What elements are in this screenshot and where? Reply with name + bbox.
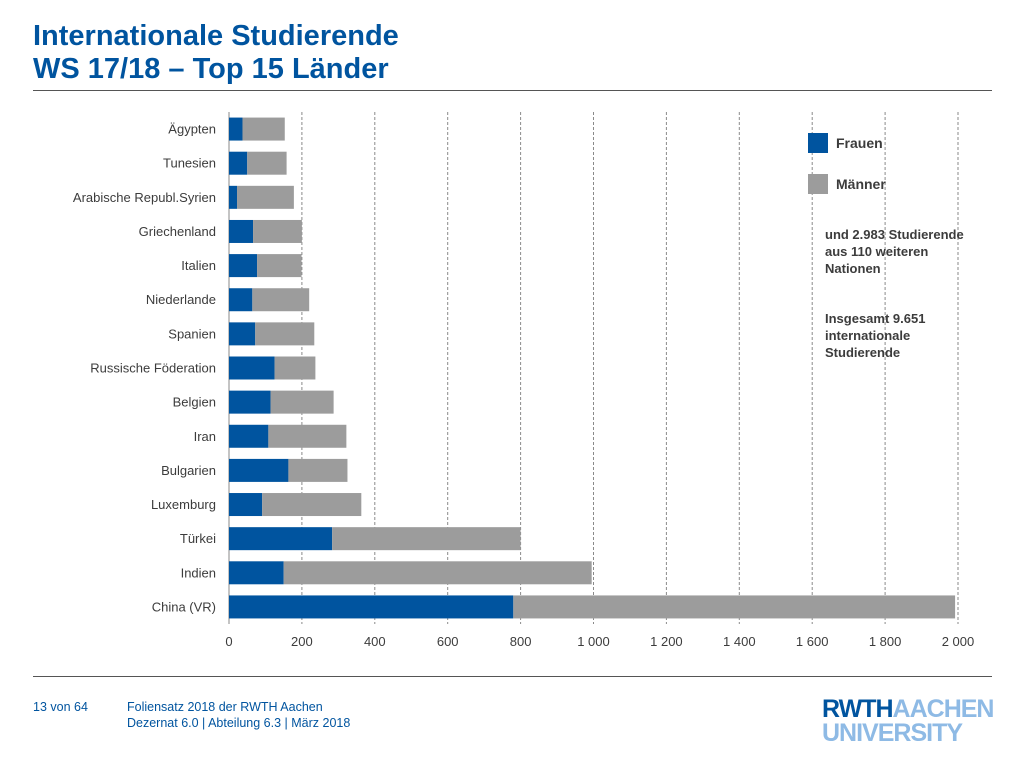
bar-frauen xyxy=(229,219,254,243)
category-label: Belgien xyxy=(173,395,216,410)
bar-frauen xyxy=(229,185,238,209)
bar-frauen xyxy=(229,595,514,619)
legend-swatch-maenner xyxy=(808,174,828,194)
bar-frauen xyxy=(229,424,269,448)
bar-maenner xyxy=(262,493,362,517)
bar-maenner xyxy=(332,527,521,551)
legend-item-frauen: Frauen xyxy=(808,133,886,153)
category-label: Türkei xyxy=(180,531,216,546)
legend-item-maenner: Männer xyxy=(808,174,886,194)
category-label: Arabische Republ.Syrien xyxy=(73,190,216,205)
bar-maenner xyxy=(268,424,347,448)
bar-maenner xyxy=(257,254,302,278)
bar-frauen xyxy=(229,561,284,585)
bar-maenner xyxy=(288,458,348,482)
legend-label-maenner: Männer xyxy=(836,176,886,192)
bar-frauen xyxy=(229,151,248,175)
logo-aachen: AACHEN xyxy=(892,695,995,723)
category-label: Indien xyxy=(181,565,216,580)
category-label: Bulgarien xyxy=(161,463,216,478)
header-divider xyxy=(33,90,992,91)
category-label: Tunesien xyxy=(163,156,216,171)
category-label: Spanien xyxy=(168,326,216,341)
category-labels: Ägypten Tunesien Arabische Republ.Syrien Gr… xyxy=(73,122,216,615)
bar-frauen xyxy=(229,390,271,414)
bar-maenner xyxy=(247,151,287,175)
bar-frauen xyxy=(229,356,275,380)
category-label: Italien xyxy=(181,258,216,273)
x-tick-label: 800 xyxy=(510,634,532,649)
bar-maenner xyxy=(283,561,592,585)
bars xyxy=(229,117,956,619)
bar-maenner xyxy=(255,322,315,346)
logo-university: UNIVERSITY xyxy=(822,719,963,747)
category-label: Luxemburg xyxy=(151,497,216,512)
legend-label-frauen: Frauen xyxy=(836,135,883,151)
title-line-1: Internationale Studierende xyxy=(33,20,399,52)
title-line-2: WS 17/18 – Top 15 Länder xyxy=(33,53,389,85)
bar-maenner xyxy=(513,595,956,619)
x-tick-label: 200 xyxy=(291,634,313,649)
page-number: 13 von 64 xyxy=(33,700,88,714)
x-tick-label: 1 600 xyxy=(796,634,829,649)
x-tick-label: 400 xyxy=(364,634,386,649)
note-total: Insgesamt 9.651 internationale Studieren… xyxy=(825,311,926,360)
bar-frauen xyxy=(229,493,263,517)
x-tick-labels: 0 200 400 600 800 1 000 1 200 1 400 1 600 1 800 2 … xyxy=(225,634,974,649)
category-label: Griechenland xyxy=(139,224,216,239)
bar-maenner xyxy=(253,219,302,243)
bar-maenner xyxy=(252,288,310,312)
bar-maenner xyxy=(270,390,334,414)
bar-frauen xyxy=(229,458,289,482)
x-tick-label: 2 000 xyxy=(942,634,975,649)
stacked-bar-chart: Ägypten Tunesien Arabische Republ.Syrien Gr… xyxy=(73,112,974,649)
x-tick-label: 1 400 xyxy=(723,634,756,649)
legend-swatch-frauen xyxy=(808,133,828,153)
bar-frauen xyxy=(229,527,333,551)
bar-maenner xyxy=(274,356,316,380)
x-tick-label: 1 800 xyxy=(869,634,902,649)
x-tick-label: 0 xyxy=(225,634,232,649)
bar-maenner xyxy=(237,185,294,209)
bar-maenner xyxy=(242,117,285,141)
footer-line-2: Dezernat 6.0 | Abteilung 6.3 | März 2018 xyxy=(127,716,351,730)
bar-frauen xyxy=(229,322,256,346)
x-tick-label: 1 200 xyxy=(650,634,683,649)
legend: Frauen Männer xyxy=(808,133,886,215)
bar-frauen xyxy=(229,254,258,278)
footer-divider xyxy=(33,676,992,677)
category-label: Niederlande xyxy=(146,292,216,307)
bar-frauen xyxy=(229,117,243,141)
bar-frauen xyxy=(229,288,253,312)
category-label: Ägypten xyxy=(168,122,216,137)
category-label: Russische Föderation xyxy=(90,361,216,376)
x-tick-label: 600 xyxy=(437,634,459,649)
footer-line-1: Foliensatz 2018 der RWTH Aachen xyxy=(127,700,323,714)
logo-rwth: RWTH xyxy=(822,695,894,723)
rwth-logo: RWTHAACHEN UNIVERSITY xyxy=(822,695,995,747)
x-tick-label: 1 000 xyxy=(577,634,610,649)
category-label: China (VR) xyxy=(152,599,216,614)
page-title: Internationale Studierende WS 17/18 – To… xyxy=(33,20,399,86)
category-label: Iran xyxy=(194,429,216,444)
footer-text: Foliensatz 2018 der RWTH Aachen Dezernat… xyxy=(127,699,350,731)
note-other-nations: und 2.983 Studierende aus 110 weiteren N… xyxy=(825,227,964,276)
